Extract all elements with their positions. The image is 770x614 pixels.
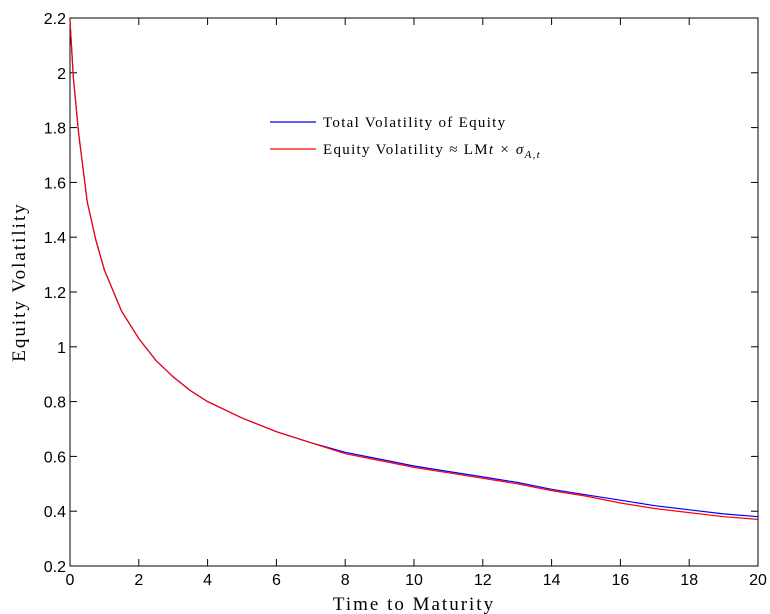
legend-label-approx: Equity Volatility ≈ LMt × σA,t: [323, 142, 541, 161]
y-tick-label: 0.8: [44, 395, 66, 412]
y-tick-label: 1.2: [44, 285, 66, 302]
y-tick-label: 0.2: [44, 559, 66, 576]
x-tick-label: 10: [405, 572, 423, 589]
x-axis-title: Time to Maturity: [333, 594, 495, 614]
legend: Total Volatility of Equity Equity Volati…: [270, 115, 541, 161]
x-tick-label: 16: [612, 572, 630, 589]
plot-area: [69, 17, 759, 567]
x-tick-label: 4: [203, 572, 212, 589]
series-line-1: [69, 20, 759, 520]
series-layer: [69, 20, 759, 520]
axis-ticks: [69, 17, 759, 567]
legend-label-total: Total Volatility of Equity: [323, 115, 506, 131]
legend-label-approx-main: Equity Volatility ≈ LM: [323, 142, 489, 158]
y-axis-title: Equity Volatility: [9, 202, 30, 361]
x-tick-label: 6: [272, 572, 281, 589]
y-tick-label: 2: [57, 66, 66, 83]
y-tick-label: 0.6: [44, 449, 66, 466]
legend-label-approx-suffix: t × σ: [489, 142, 525, 158]
y-tick-label: 1.4: [44, 230, 66, 247]
tick-labels: 0 2 4 6 8 10 12 14 16 18 20 0.2 0.4 0.6 0.8 1 1.2 1.4 1.6 1…: [44, 11, 767, 589]
y-tick-label: 1: [57, 340, 66, 357]
y-tick-label: 1.8: [44, 121, 66, 138]
x-tick-label: 14: [543, 572, 561, 589]
x-tick-label: 18: [680, 572, 698, 589]
legend-label-approx-sub: A,t: [524, 149, 541, 161]
x-tick-label: 8: [341, 572, 350, 589]
y-tick-label: 2.2: [44, 11, 66, 28]
y-tick-label: 0.4: [44, 504, 66, 521]
x-tick-label: 0: [66, 572, 75, 589]
x-tick-label: 12: [474, 572, 492, 589]
x-tick-label: 20: [749, 572, 767, 589]
x-tick-label: 2: [134, 572, 143, 589]
y-tick-label: 1.6: [44, 175, 66, 192]
